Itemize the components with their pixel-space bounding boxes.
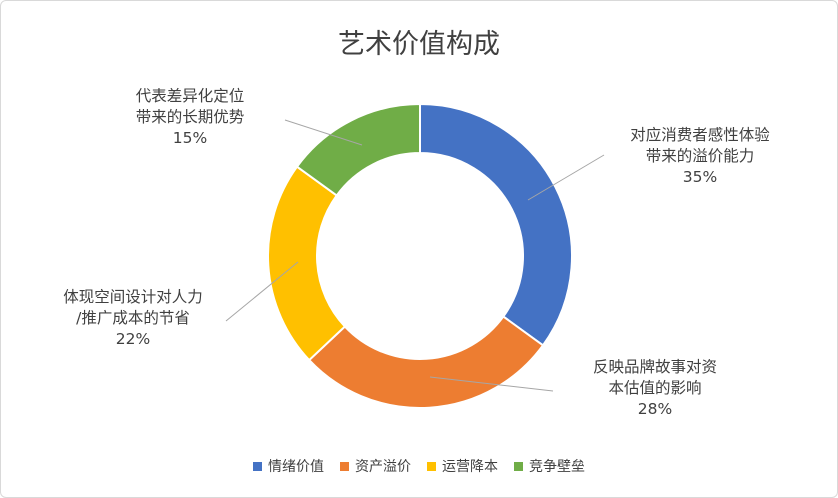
legend-item-asset-premium: 资产溢价 — [340, 456, 411, 476]
leader-line-asset-premium — [429, 376, 554, 392]
legend-label: 运营降本 — [442, 459, 498, 475]
donut-slice-asset-premium — [307, 315, 545, 409]
data-label-operation-cost: 体现空间设计对人力 /推广成本的节省 22% — [63, 288, 203, 348]
data-label-competitive-barrier: 代表差异化定位 带来的长期优势 15% — [135, 87, 245, 147]
legend-item-emotional-value: 情绪价值 — [253, 456, 324, 476]
legend-item-competitive-barrier: 竞争壁垒 — [514, 456, 585, 476]
legend-label: 情绪价值 — [268, 459, 324, 475]
donut-slice-competitive-barrier — [295, 102, 421, 197]
legend-label: 资产溢价 — [355, 459, 411, 475]
legend-swatch — [340, 461, 349, 471]
chart-title: 艺术价值构成 — [338, 29, 500, 60]
legend-label: 竞争壁垒 — [529, 459, 585, 475]
leader-line-operation-cost — [225, 261, 299, 322]
donut-slice-operation-cost — [267, 165, 347, 362]
legend-swatch — [514, 461, 523, 471]
data-label-emotional-value: 对应消费者感性体验 带来的溢价能力 35% — [630, 126, 770, 186]
legend-item-operation-cost: 运营降本 — [427, 456, 498, 476]
chart-legend: 情绪价值 资产溢价 运营降本 竞争壁垒 — [0, 456, 838, 476]
data-label-asset-premium: 反映品牌故事对资 本估值的影响 28% — [592, 358, 717, 418]
donut-slice-emotional-value — [419, 102, 573, 347]
legend-swatch — [253, 461, 262, 471]
leader-line-emotional-value — [527, 154, 605, 201]
leader-line-competitive-barrier — [284, 119, 363, 146]
legend-swatch — [427, 461, 436, 471]
